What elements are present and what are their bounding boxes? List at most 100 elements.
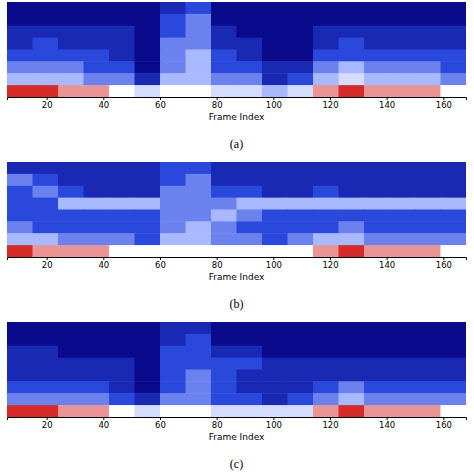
cell (135, 2, 161, 14)
cell (211, 381, 237, 393)
cell (160, 14, 186, 26)
cell (186, 370, 212, 382)
cell (58, 38, 84, 50)
cell (7, 405, 33, 417)
cell (364, 198, 390, 210)
cell (135, 186, 161, 198)
cell (364, 405, 390, 417)
cell (211, 322, 237, 334)
cell (237, 233, 263, 245)
cell (135, 174, 161, 186)
cell (262, 174, 288, 186)
cell (7, 174, 33, 186)
cell (415, 381, 441, 393)
cell (313, 162, 339, 174)
cell (160, 73, 186, 85)
cell (390, 2, 416, 14)
cell (237, 381, 263, 393)
cell (7, 38, 33, 50)
cell (288, 381, 314, 393)
cell (441, 61, 467, 73)
cell (186, 221, 212, 233)
cell (58, 2, 84, 14)
cell (109, 370, 135, 382)
cell (364, 245, 390, 257)
cell (441, 174, 467, 186)
cell (109, 210, 135, 222)
cell (415, 346, 441, 358)
cell (364, 186, 390, 198)
cell (262, 210, 288, 222)
cell (364, 358, 390, 370)
cell (364, 210, 390, 222)
cell (262, 26, 288, 38)
cell (7, 322, 33, 334)
cell (237, 245, 263, 257)
cell (415, 405, 441, 417)
cell (364, 61, 390, 73)
cell (313, 14, 339, 26)
cell (211, 186, 237, 198)
caption: (a) (230, 137, 243, 151)
cell (313, 26, 339, 38)
cell (415, 50, 441, 62)
cell (7, 26, 33, 38)
cell (390, 198, 416, 210)
cell (211, 85, 237, 97)
cell (186, 174, 212, 186)
cell (262, 162, 288, 174)
cell (339, 26, 365, 38)
cell (313, 381, 339, 393)
cell (84, 334, 110, 346)
cell (390, 346, 416, 358)
cell (186, 322, 212, 334)
cell (237, 334, 263, 346)
cell (339, 334, 365, 346)
cell (109, 162, 135, 174)
cell (364, 221, 390, 233)
cell (58, 73, 84, 85)
cell (135, 221, 161, 233)
cell (109, 26, 135, 38)
cell (339, 50, 365, 62)
tick: 60 (155, 257, 166, 270)
cell (262, 393, 288, 405)
cell (109, 233, 135, 245)
cell (7, 221, 33, 233)
cell (211, 221, 237, 233)
cell (313, 85, 339, 97)
cell (211, 50, 237, 62)
cell (364, 50, 390, 62)
cell (33, 370, 59, 382)
cell (288, 73, 314, 85)
panel: 20406080100120140160Frame Index(b) (7, 162, 467, 311)
cell (415, 2, 441, 14)
cell (364, 233, 390, 245)
tick-label: 100 (266, 100, 282, 110)
panel: 20406080100120140160Frame Index(c) (7, 322, 467, 471)
cell (58, 210, 84, 222)
cell (7, 334, 33, 346)
cell (160, 322, 186, 334)
cell (7, 50, 33, 62)
cell (313, 174, 339, 186)
cell (186, 245, 212, 257)
cell (211, 61, 237, 73)
cell (186, 393, 212, 405)
tick-label: 40 (98, 420, 109, 430)
cell (262, 233, 288, 245)
cell (313, 198, 339, 210)
x-axis: 20406080100120140160 (8, 97, 467, 110)
tick-label: 120 (322, 260, 338, 270)
cell (33, 381, 59, 393)
cell (339, 358, 365, 370)
cell (33, 85, 59, 97)
tick: 160 (436, 97, 452, 110)
cell (313, 210, 339, 222)
tick: 120 (322, 97, 338, 110)
cell (288, 358, 314, 370)
tick: 140 (379, 257, 395, 270)
cell (339, 38, 365, 50)
cell (441, 233, 467, 245)
cell (288, 370, 314, 382)
